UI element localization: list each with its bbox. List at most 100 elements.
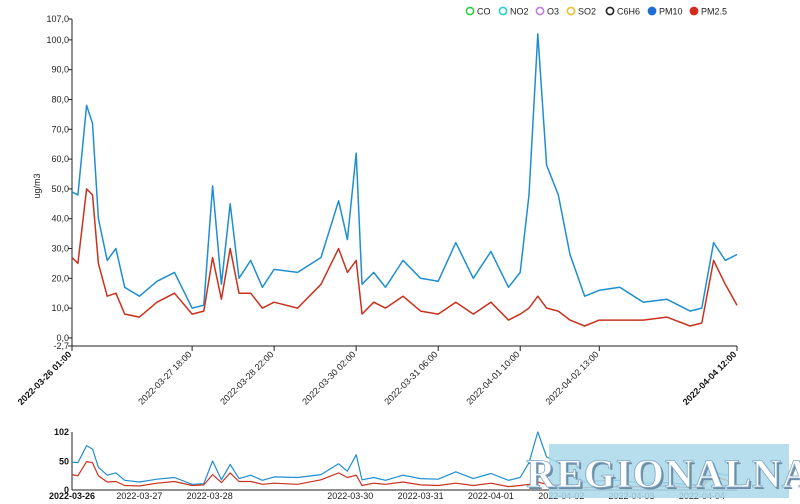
data-point-pm10[interactable] [90,121,95,126]
data-point-pm25[interactable] [371,300,376,305]
data-point-pm10[interactable] [488,249,493,254]
data-point-pm10[interactable] [105,258,110,263]
data-point-pm10[interactable] [345,237,350,242]
data-point-pm25[interactable] [735,303,740,308]
data-point-pm10[interactable] [248,258,253,263]
data-point-pm10[interactable] [723,258,728,263]
data-point-pm25[interactable] [453,300,458,305]
data-point-pm10[interactable] [617,285,622,290]
legend-item-no2[interactable]: NO2 [498,7,529,17]
data-point-pm25[interactable] [535,294,540,299]
data-point-pm25[interactable] [75,261,80,266]
data-point-pm10[interactable] [137,294,142,299]
legend-item-so2[interactable]: SO2 [566,7,596,17]
data-point-pm25[interactable] [248,291,253,296]
data-point-pm25[interactable] [401,294,406,299]
data-point-pm25[interactable] [96,261,101,266]
data-point-pm25[interactable] [617,318,622,323]
data-point-pm25[interactable] [418,309,423,314]
legend-item-pm25[interactable]: PM2.5 [689,7,727,17]
data-point-pm25[interactable] [699,321,704,326]
data-point-pm10[interactable] [70,189,75,194]
data-point-pm25[interactable] [172,291,177,296]
data-point-pm10[interactable] [688,309,693,314]
data-point-pm25[interactable] [556,309,561,314]
data-point-pm25[interactable] [711,258,716,263]
data-point-pm25[interactable] [383,306,388,311]
data-point-pm10[interactable] [418,276,423,281]
data-point-pm10[interactable] [295,270,300,275]
data-point-pm25[interactable] [544,306,549,311]
data-point-pm25[interactable] [723,282,728,287]
data-point-pm10[interactable] [75,192,80,197]
data-point-pm25[interactable] [336,246,341,251]
data-point-pm10[interactable] [582,294,587,299]
data-point-pm25[interactable] [688,324,693,329]
data-point-pm10[interactable] [272,267,277,272]
data-point-pm25[interactable] [597,318,602,323]
data-point-pm25[interactable] [506,318,511,323]
data-point-pm10[interactable] [122,285,127,290]
data-point-pm10[interactable] [471,276,476,281]
data-point-pm25[interactable] [105,294,110,299]
data-point-pm25[interactable] [154,300,159,305]
data-point-pm25[interactable] [641,318,646,323]
data-point-pm10[interactable] [506,285,511,290]
legend-item-o3[interactable]: O3 [535,7,559,17]
data-point-pm10[interactable] [360,282,365,287]
data-point-pm25[interactable] [527,306,532,311]
data-point-pm25[interactable] [272,300,277,305]
data-point-pm10[interactable] [190,306,195,311]
legend-item-c6h6[interactable]: C6H6 [605,7,640,17]
data-point-pm25[interactable] [582,324,587,329]
data-point-pm25[interactable] [190,312,195,317]
data-point-pm25[interactable] [295,306,300,311]
data-point-pm10[interactable] [319,255,324,260]
data-point-pm25[interactable] [568,318,573,323]
data-point-pm10[interactable] [228,201,233,206]
data-point-pm25[interactable] [436,312,441,317]
data-point-pm10[interactable] [210,183,215,188]
data-point-pm10[interactable] [453,240,458,245]
data-point-pm10[interactable] [383,285,388,290]
data-point-pm25[interactable] [201,309,206,314]
data-point-pm25[interactable] [228,246,233,251]
data-point-pm10[interactable] [260,285,265,290]
data-point-pm25[interactable] [113,291,118,296]
data-point-pm25[interactable] [471,312,476,317]
data-point-pm25[interactable] [122,312,127,317]
data-point-pm25[interactable] [70,255,75,260]
data-point-pm10[interactable] [354,151,359,156]
data-point-pm10[interactable] [336,198,341,203]
data-point-pm10[interactable] [84,103,89,108]
data-point-pm10[interactable] [641,300,646,305]
data-point-pm25[interactable] [488,300,493,305]
data-point-pm10[interactable] [711,240,716,245]
data-point-pm10[interactable] [172,270,177,275]
data-point-pm25[interactable] [84,186,89,191]
data-point-pm10[interactable] [568,252,573,257]
data-point-pm25[interactable] [137,315,142,320]
data-point-pm25[interactable] [219,297,224,302]
data-point-pm10[interactable] [556,192,561,197]
data-point-pm25[interactable] [90,192,95,197]
data-point-pm25[interactable] [664,315,669,320]
data-point-pm10[interactable] [664,297,669,302]
data-point-pm25[interactable] [236,291,241,296]
data-point-pm25[interactable] [210,255,215,260]
data-point-pm10[interactable] [236,276,241,281]
data-point-pm10[interactable] [154,279,159,284]
data-point-pm10[interactable] [436,279,441,284]
data-point-pm10[interactable] [401,258,406,263]
data-point-pm25[interactable] [360,312,365,317]
legend-item-co[interactable]: CO [465,7,491,17]
data-point-pm25[interactable] [260,306,265,311]
data-point-pm10[interactable] [518,270,523,275]
data-point-pm10[interactable] [597,288,602,293]
data-point-pm25[interactable] [354,258,359,263]
data-point-pm10[interactable] [544,163,549,168]
data-point-pm10[interactable] [735,252,740,257]
data-point-pm10[interactable] [113,246,118,251]
data-point-pm25[interactable] [345,270,350,275]
data-point-pm10[interactable] [371,270,376,275]
